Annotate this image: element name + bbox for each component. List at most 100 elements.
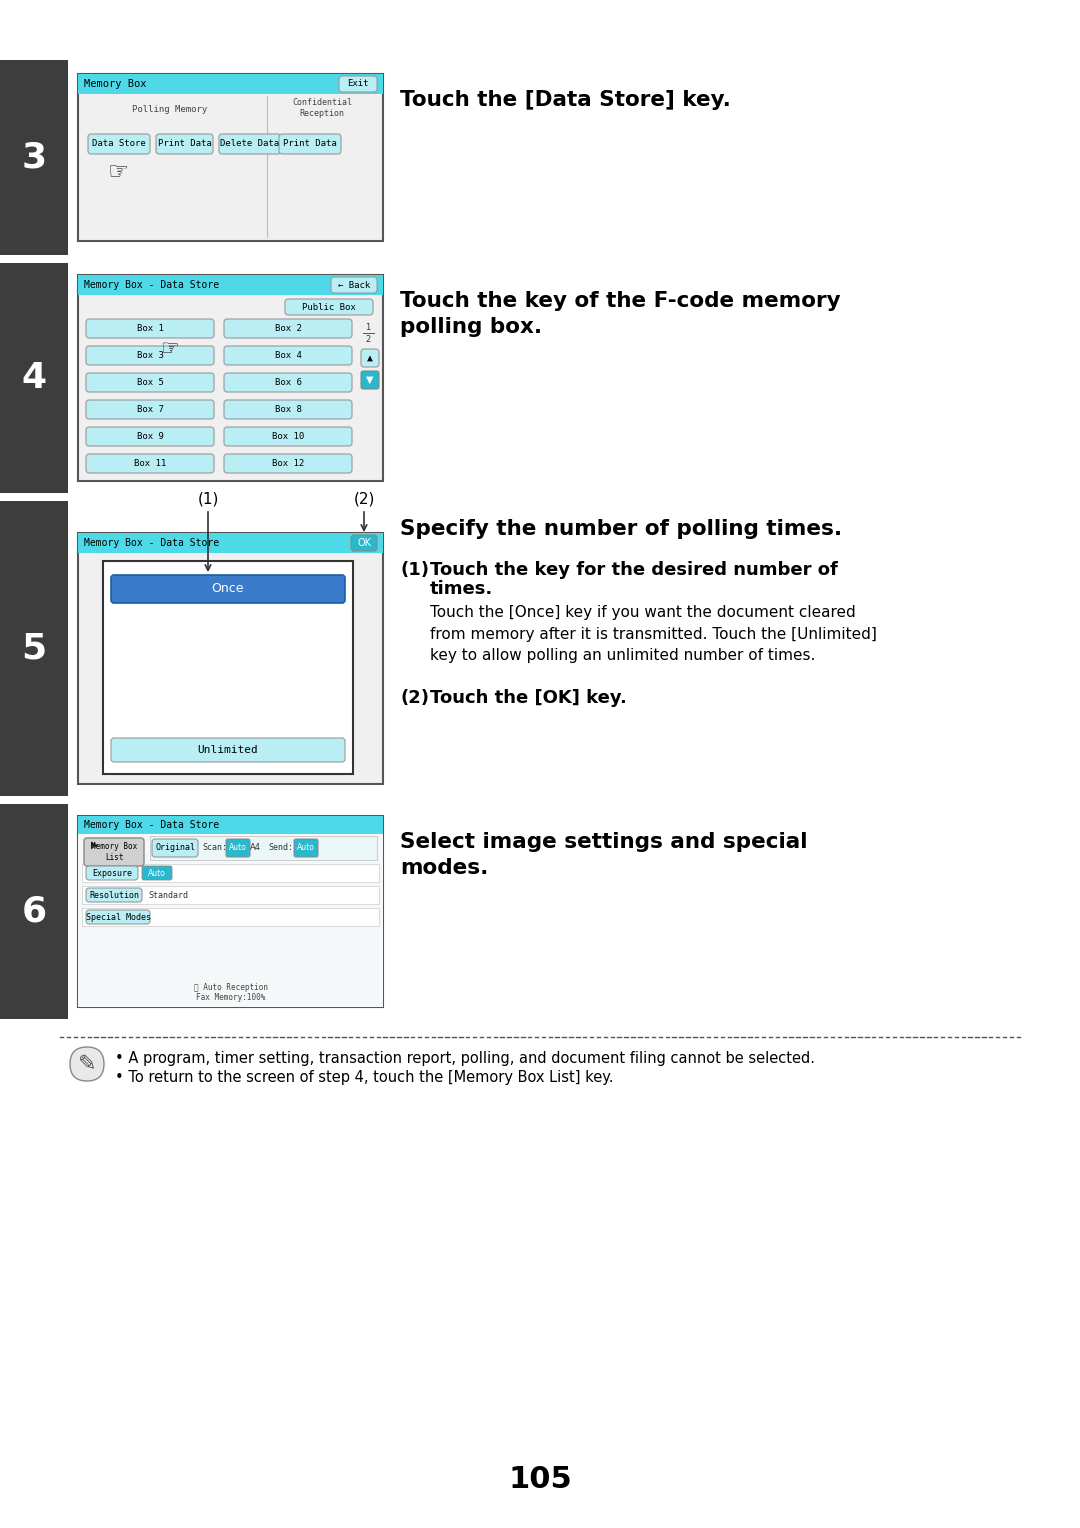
Text: Box 12: Box 12 (272, 458, 305, 468)
Text: Memory Box - Data Store: Memory Box - Data Store (84, 821, 219, 830)
Text: Send:: Send: (268, 843, 293, 853)
Bar (82, 908, 379, 926)
FancyBboxPatch shape (152, 839, 198, 857)
Bar (82, 863, 379, 882)
FancyBboxPatch shape (224, 426, 352, 446)
Text: ✎: ✎ (78, 1054, 96, 1074)
FancyBboxPatch shape (285, 299, 373, 315)
FancyBboxPatch shape (224, 345, 352, 365)
Bar (0, 501, 68, 796)
FancyBboxPatch shape (330, 277, 377, 293)
Text: 5: 5 (22, 631, 46, 666)
Text: ☞: ☞ (161, 339, 179, 359)
Text: Memory Box - Data Store: Memory Box - Data Store (84, 280, 219, 290)
Bar (78, 816, 383, 1007)
FancyBboxPatch shape (141, 866, 172, 880)
Text: Box 1: Box 1 (136, 324, 163, 333)
FancyBboxPatch shape (87, 134, 150, 154)
Text: times.: times. (430, 581, 494, 597)
Text: Original: Original (156, 843, 195, 853)
Text: Touch the [OK] key.: Touch the [OK] key. (430, 689, 626, 707)
Text: Exposure: Exposure (92, 868, 132, 877)
Text: Memory Box - Data Store: Memory Box - Data Store (84, 538, 219, 549)
Text: (2): (2) (400, 689, 429, 707)
FancyBboxPatch shape (226, 839, 249, 857)
Text: 105: 105 (508, 1465, 572, 1494)
Text: (1): (1) (400, 561, 429, 579)
FancyBboxPatch shape (361, 348, 379, 367)
Text: Box 2: Box 2 (274, 324, 301, 333)
Bar (78, 275, 383, 295)
FancyBboxPatch shape (224, 454, 352, 474)
Text: ← Back: ← Back (338, 281, 370, 289)
FancyBboxPatch shape (86, 866, 138, 880)
Text: Box 11: Box 11 (134, 458, 166, 468)
Text: Confidential
Reception: Confidential Reception (292, 98, 352, 118)
Text: Box 4: Box 4 (274, 351, 301, 361)
Bar (68, 501, 1080, 796)
Text: (2): (2) (353, 492, 375, 507)
Text: Delete Data: Delete Data (220, 139, 280, 148)
Text: (1): (1) (198, 492, 218, 507)
FancyBboxPatch shape (86, 426, 214, 446)
Text: Box 6: Box 6 (274, 377, 301, 387)
Text: ▼: ▼ (366, 374, 374, 385)
Text: A4: A4 (249, 843, 260, 853)
Text: ▶: ▶ (91, 840, 98, 850)
Text: Public Box: Public Box (302, 303, 356, 312)
Text: Specify the number of polling times.: Specify the number of polling times. (400, 520, 842, 539)
Text: Resolution: Resolution (89, 891, 139, 900)
Text: Box 9: Box 9 (136, 432, 163, 442)
Text: Data Store: Data Store (92, 139, 146, 148)
Bar (78, 816, 383, 834)
Text: ▲: ▲ (367, 353, 373, 364)
Text: Box 7: Box 7 (136, 405, 163, 414)
Text: 2: 2 (365, 335, 370, 344)
FancyBboxPatch shape (224, 400, 352, 419)
FancyBboxPatch shape (70, 1047, 104, 1080)
FancyBboxPatch shape (224, 373, 352, 393)
Bar (0, 60, 68, 255)
Text: Standard: Standard (148, 891, 188, 900)
Bar (103, 561, 353, 775)
FancyBboxPatch shape (111, 575, 345, 604)
FancyBboxPatch shape (279, 134, 341, 154)
Bar (78, 73, 383, 241)
Text: Auto: Auto (148, 868, 166, 877)
Bar (68, 804, 1080, 1019)
Text: Scan:: Scan: (202, 843, 227, 853)
Bar (78, 533, 383, 553)
Text: • A program, timer setting, transaction report, polling, and document filing can: • A program, timer setting, transaction … (114, 1051, 815, 1067)
Bar (78, 834, 383, 1007)
Text: Auto: Auto (297, 843, 315, 853)
Text: 6: 6 (22, 894, 46, 929)
Text: 4: 4 (22, 361, 46, 396)
Text: Unlimited: Unlimited (198, 746, 258, 755)
Text: Polling Memory: Polling Memory (132, 105, 207, 115)
FancyBboxPatch shape (86, 319, 214, 338)
Text: Box 5: Box 5 (136, 377, 163, 387)
Text: Special Modes: Special Modes (85, 912, 150, 921)
Text: Box 8: Box 8 (274, 405, 301, 414)
Text: Print Data: Print Data (158, 139, 212, 148)
Text: Touch the key for the desired number of: Touch the key for the desired number of (430, 561, 838, 579)
Text: Print Data: Print Data (283, 139, 337, 148)
FancyBboxPatch shape (86, 373, 214, 393)
FancyBboxPatch shape (86, 911, 150, 924)
FancyBboxPatch shape (224, 319, 352, 338)
Bar (78, 275, 383, 481)
Text: Box 3: Box 3 (136, 351, 163, 361)
Bar (68, 60, 1080, 255)
Text: 🖨 Auto Reception: 🖨 Auto Reception (193, 983, 268, 992)
Bar (78, 533, 383, 784)
Text: Memory Box: Memory Box (84, 79, 147, 89)
FancyBboxPatch shape (219, 134, 281, 154)
Text: 3: 3 (22, 141, 46, 174)
FancyBboxPatch shape (84, 837, 144, 866)
FancyBboxPatch shape (86, 454, 214, 474)
Text: Box 10: Box 10 (272, 432, 305, 442)
Bar (0, 804, 68, 1019)
Bar (78, 73, 383, 95)
FancyBboxPatch shape (339, 76, 377, 92)
Bar (82, 886, 379, 905)
